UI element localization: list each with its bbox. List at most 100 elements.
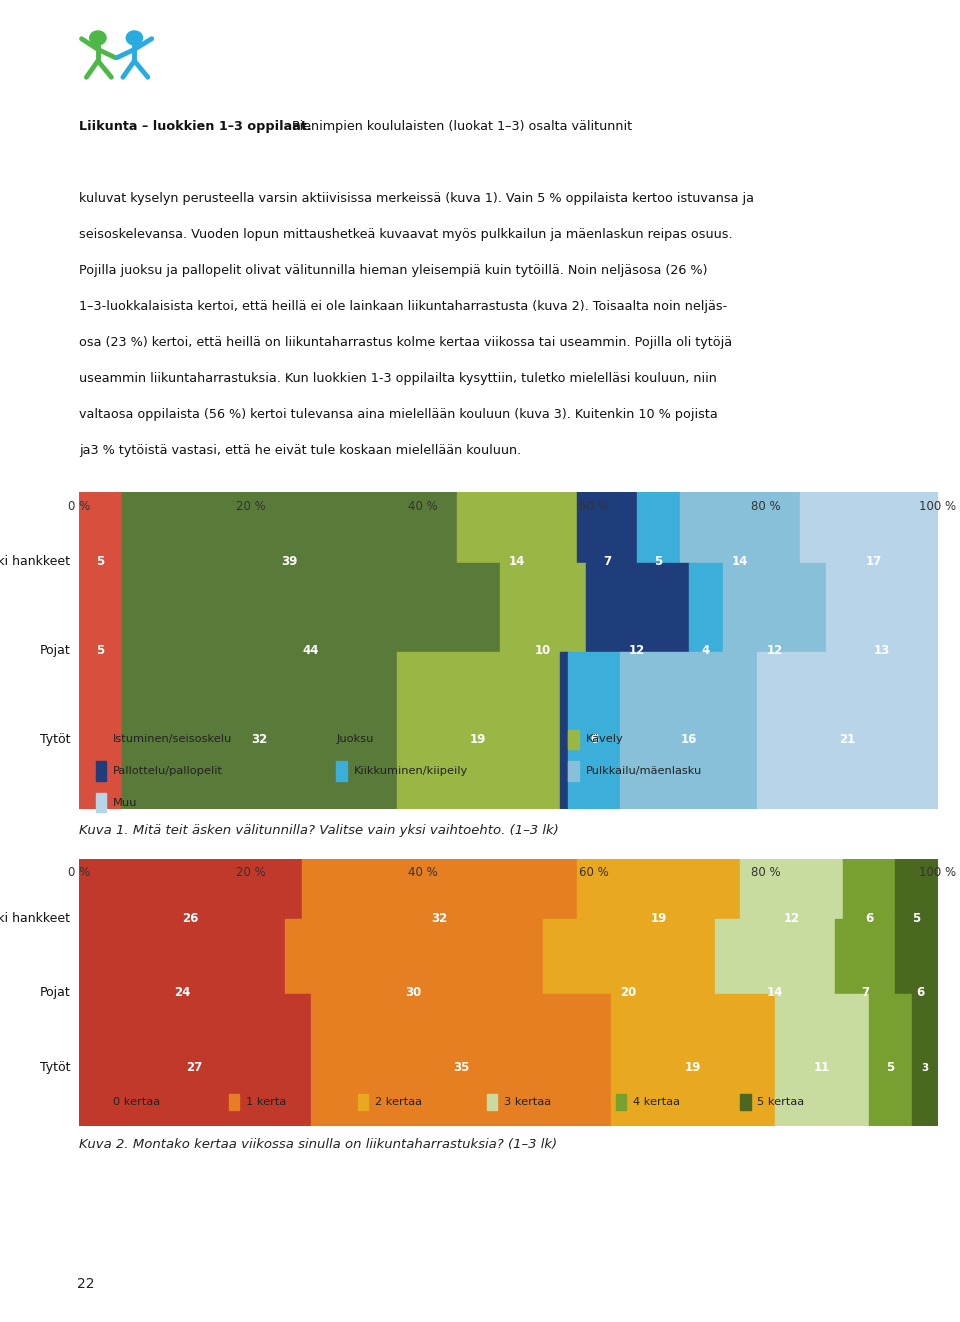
Text: 22: 22 <box>77 1277 94 1290</box>
Bar <box>775 994 869 1141</box>
Text: 32: 32 <box>431 912 447 924</box>
Bar <box>680 475 801 649</box>
Text: 6: 6 <box>590 732 598 746</box>
Text: 20: 20 <box>620 986 636 999</box>
Bar <box>568 652 620 826</box>
Text: Istuminen/seisoskelu: Istuminen/seisoskelu <box>113 734 232 744</box>
Text: 7: 7 <box>861 986 869 999</box>
Text: 5: 5 <box>886 1062 895 1073</box>
Bar <box>637 475 680 649</box>
Bar <box>568 761 579 780</box>
Text: Kuva 2. Montako kertaa viikossa sinulla on liikuntaharrastuksia? (1–3 lk): Kuva 2. Montako kertaa viikossa sinulla … <box>79 1138 557 1151</box>
Text: 4: 4 <box>702 644 710 657</box>
Text: 11: 11 <box>814 1062 830 1073</box>
Text: 16: 16 <box>681 732 697 746</box>
Text: 5: 5 <box>912 912 921 924</box>
Bar <box>96 1095 107 1110</box>
Text: 6: 6 <box>865 912 874 924</box>
Bar <box>577 475 637 649</box>
Text: 1–3-luokkalaisista kertoi, että heillä ei ole lainkaan liikuntaharrastusta (kuva: 1–3-luokkalaisista kertoi, että heillä e… <box>79 300 727 312</box>
Text: 13: 13 <box>874 644 890 657</box>
Bar <box>542 919 714 1067</box>
Bar <box>358 1095 369 1110</box>
Text: Pojat: Pojat <box>39 986 70 999</box>
Text: 40 %: 40 % <box>408 500 437 513</box>
Text: Kuva 1. Mitä teit äsken välitunnilla? Valitse vain yksi vaihtoehto. (1–3 lk): Kuva 1. Mitä teit äsken välitunnilla? Va… <box>79 824 559 837</box>
Bar <box>912 994 938 1141</box>
Text: 60 %: 60 % <box>580 500 609 513</box>
Text: 19: 19 <box>651 912 667 924</box>
Bar <box>96 793 107 812</box>
Bar <box>396 652 560 826</box>
Text: 0 kertaa: 0 kertaa <box>113 1097 160 1108</box>
Text: 14: 14 <box>732 555 749 568</box>
Text: 35: 35 <box>453 1062 469 1073</box>
Bar <box>568 730 579 748</box>
Bar <box>560 652 568 826</box>
Bar <box>827 563 938 738</box>
Text: seisoskelevansa. Vuoden lopun mittaushetkeä kuvaavat myös pulkkailun ja mäenlask: seisoskelevansa. Vuoden lopun mittaushet… <box>79 227 732 241</box>
Text: Tytöt: Tytöt <box>39 1062 70 1073</box>
Text: 27: 27 <box>186 1062 203 1073</box>
Text: Tytöt: Tytöt <box>39 732 70 746</box>
Circle shape <box>126 30 142 45</box>
Text: useammin liikuntaharrastuksia. Kun luokkien 1-3 oppilailta kysyttiin, tuletko mi: useammin liikuntaharrastuksia. Kun luokk… <box>79 371 716 385</box>
Text: Pulkkailu/mäenlasku: Pulkkailu/mäenlasku <box>586 765 702 776</box>
Text: 19: 19 <box>470 732 487 746</box>
Text: 100 %: 100 % <box>920 866 956 879</box>
Bar <box>835 919 895 1067</box>
Bar <box>615 1095 626 1110</box>
Text: Kaikki hankkeet: Kaikki hankkeet <box>0 555 70 568</box>
Text: 5: 5 <box>96 555 105 568</box>
Bar <box>801 475 947 649</box>
Text: Kävely: Kävely <box>586 734 623 744</box>
Text: 40 %: 40 % <box>408 866 437 879</box>
Text: 19: 19 <box>684 1062 701 1073</box>
Text: 0 %: 0 % <box>67 500 90 513</box>
Bar <box>122 475 457 649</box>
Bar <box>586 563 688 738</box>
Text: Juoksu: Juoksu <box>337 734 373 744</box>
Text: 100 %: 100 % <box>920 500 956 513</box>
Bar <box>740 845 844 992</box>
Text: 5: 5 <box>96 732 105 746</box>
Text: 21: 21 <box>840 732 855 746</box>
Text: osa (23 %) kertoi, että heillä on liikuntaharrastus kolme kertaa viikossa tai us: osa (23 %) kertoi, että heillä on liikun… <box>79 336 732 349</box>
Text: 5: 5 <box>96 644 105 657</box>
Bar <box>122 652 396 826</box>
Text: 10: 10 <box>535 644 551 657</box>
Text: Pojat: Pojat <box>39 644 70 657</box>
Text: ja3 % tytöistä vastasi, että he eivät tule koskaan mielellään kouluun.: ja3 % tytöistä vastasi, että he eivät tu… <box>79 444 521 456</box>
Text: Liikunta – luokkien 1–3 oppilaat.: Liikunta – luokkien 1–3 oppilaat. <box>79 119 311 132</box>
Bar <box>122 563 500 738</box>
Text: 24: 24 <box>174 986 190 999</box>
Bar <box>895 845 938 992</box>
Text: Kaikki hankkeet: Kaikki hankkeet <box>0 912 70 924</box>
Text: 3 kertaa: 3 kertaa <box>504 1097 551 1108</box>
Bar <box>577 845 740 992</box>
Bar <box>79 845 302 992</box>
Bar <box>869 994 912 1141</box>
Text: 0 %: 0 % <box>67 866 90 879</box>
Text: 5 kertaa: 5 kertaa <box>757 1097 804 1108</box>
Text: kuluvat kyselyn perusteella varsin aktiivisissa merkeissä (kuva 1). Vain 5 % opp: kuluvat kyselyn perusteella varsin aktii… <box>79 192 754 205</box>
Text: 7: 7 <box>603 555 612 568</box>
Text: 39: 39 <box>281 555 298 568</box>
Text: 32: 32 <box>251 732 267 746</box>
Text: 17: 17 <box>865 555 881 568</box>
Text: 12: 12 <box>783 912 800 924</box>
Text: 80 %: 80 % <box>752 500 780 513</box>
Bar <box>337 761 347 780</box>
Bar <box>844 845 895 992</box>
Bar <box>688 563 723 738</box>
Circle shape <box>89 30 106 45</box>
Bar <box>620 652 757 826</box>
Text: 20 %: 20 % <box>236 866 265 879</box>
Text: Pienimpien koululaisten (luokat 1–3) osalta välitunnit: Pienimpien koululaisten (luokat 1–3) osa… <box>288 119 633 132</box>
Bar <box>740 1095 751 1110</box>
Text: Muu: Muu <box>113 797 137 808</box>
Text: valtaosa oppilaista (56 %) kertoi tulevansa aina mielellään kouluun (kuva 3). Ku: valtaosa oppilaista (56 %) kertoi tuleva… <box>79 407 717 420</box>
Text: 3: 3 <box>922 1063 928 1072</box>
Text: 6: 6 <box>917 986 924 999</box>
Bar <box>320 730 329 748</box>
